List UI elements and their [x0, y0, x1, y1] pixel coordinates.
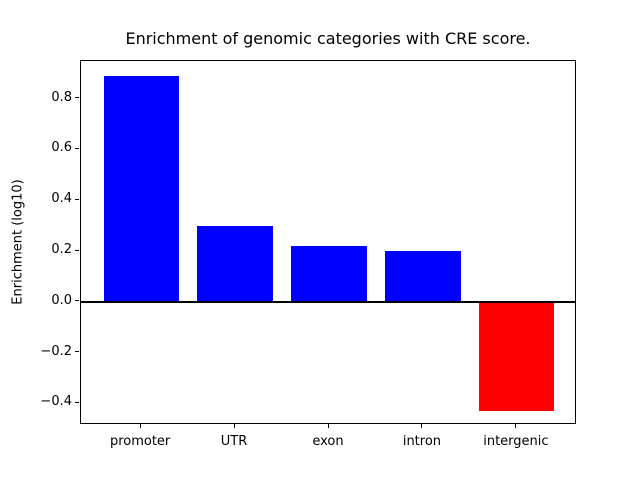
bar-exon — [291, 245, 367, 302]
y-tick-label: −0.2 — [40, 343, 72, 359]
y-tick-label: 0.6 — [51, 140, 72, 156]
x-tick-mark — [515, 424, 517, 428]
y-tick-mark — [75, 300, 79, 302]
x-tick-label-promoter: promoter — [109, 434, 171, 449]
y-tick-label: 0.2 — [51, 242, 72, 257]
y-tick-label: 0.8 — [51, 89, 72, 105]
plot-area — [80, 60, 576, 424]
chart-title: Enrichment of genomic categories with CR… — [125, 29, 531, 48]
bar-UTR — [197, 225, 273, 302]
y-tick-mark — [75, 97, 79, 99]
x-tick-mark — [233, 424, 235, 428]
y-tick-mark — [75, 249, 79, 251]
x-tick-mark — [327, 424, 329, 428]
y-tick-label: 0.4 — [51, 191, 72, 207]
x-tick-mark — [421, 424, 423, 428]
x-tick-label-intron: intron — [402, 434, 442, 449]
y-tick-mark — [75, 147, 79, 149]
y-tick-mark — [75, 198, 79, 200]
x-tick-label-intergenic: intergenic — [483, 434, 549, 449]
y-tick-label: −0.4 — [40, 394, 72, 410]
bar-intergenic — [479, 301, 555, 412]
x-tick-label-exon: exon — [312, 434, 344, 449]
bar-intron — [385, 251, 461, 302]
y-tick-mark — [75, 401, 79, 403]
y-tick-mark — [75, 351, 79, 353]
zero-line — [81, 300, 575, 303]
y-tick-label: 0.0 — [51, 292, 72, 308]
bar-promoter — [103, 75, 179, 302]
x-tick-label-UTR: UTR — [220, 434, 248, 449]
x-tick-mark — [139, 424, 141, 428]
